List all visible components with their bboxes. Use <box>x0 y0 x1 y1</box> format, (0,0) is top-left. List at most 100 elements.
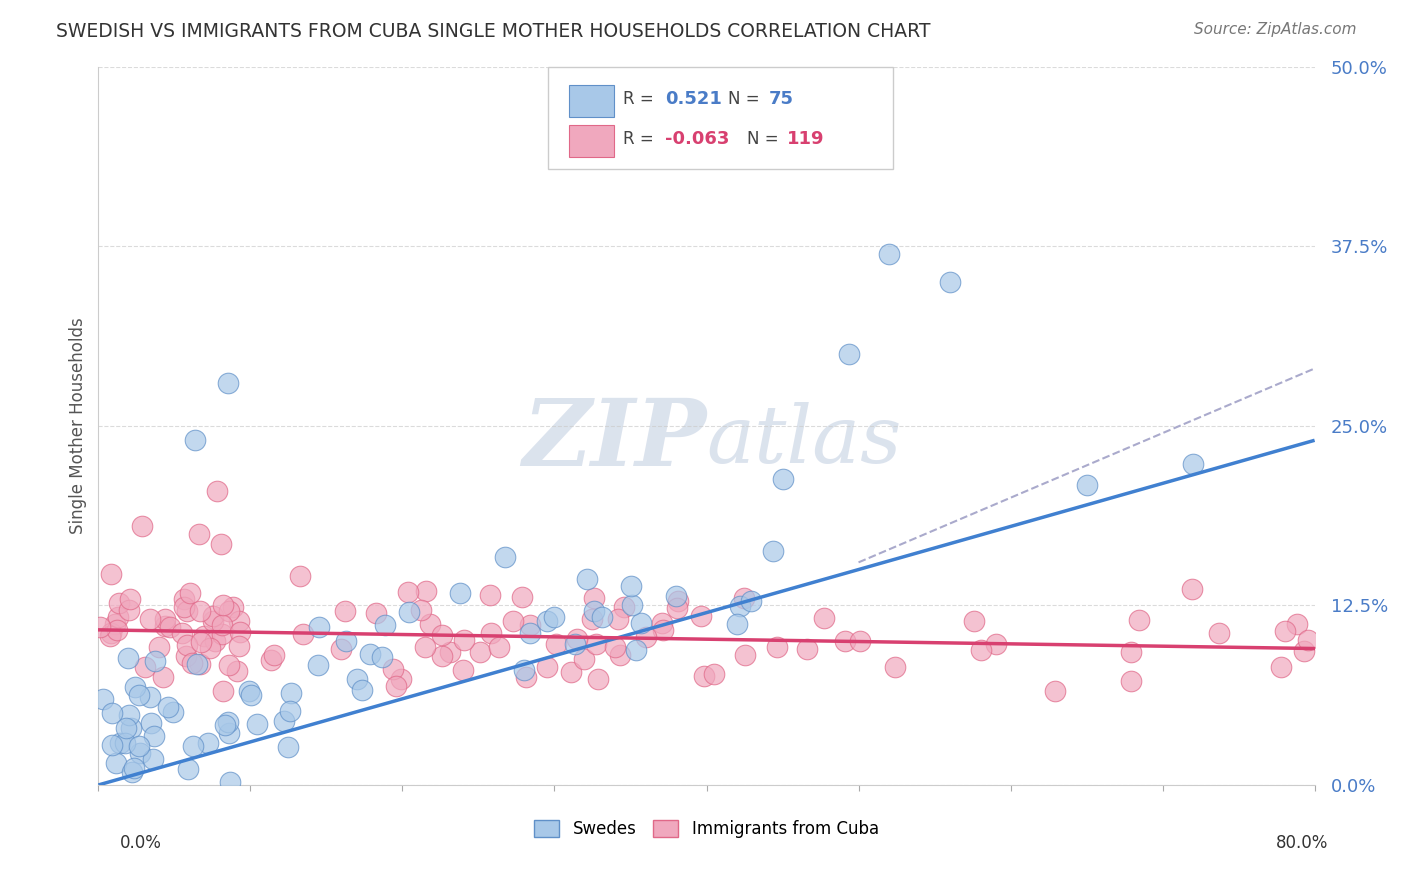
Point <box>703 667 725 681</box>
Point <box>430 628 453 642</box>
Point <box>762 544 785 558</box>
Point <box>176 604 198 618</box>
Point <box>211 627 233 641</box>
Point <box>277 740 299 755</box>
Point <box>159 620 181 634</box>
Point <box>1285 617 1308 632</box>
Point <box>371 649 394 664</box>
Point <box>89 620 111 634</box>
Point <box>188 526 211 541</box>
Point <box>536 615 558 629</box>
Point <box>430 648 453 663</box>
Point <box>108 596 131 610</box>
Point <box>613 599 636 614</box>
Point <box>186 657 208 672</box>
Point <box>510 590 533 604</box>
Point <box>488 640 510 655</box>
Point <box>396 585 419 599</box>
Point <box>665 601 688 615</box>
Point <box>734 648 756 663</box>
Point <box>263 648 285 662</box>
Point <box>156 700 179 714</box>
Point <box>398 605 420 619</box>
Point <box>173 599 195 614</box>
Text: -0.063: -0.063 <box>665 130 730 148</box>
Point <box>1274 624 1296 638</box>
Point <box>575 572 598 586</box>
Point <box>115 721 138 735</box>
Point <box>184 434 207 448</box>
Point <box>117 651 139 665</box>
Point <box>1208 626 1230 640</box>
Point <box>217 376 239 390</box>
Point <box>225 664 247 678</box>
Point <box>1182 457 1205 471</box>
Point <box>733 591 755 605</box>
Text: Source: ZipAtlas.com: Source: ZipAtlas.com <box>1194 22 1357 37</box>
Point <box>212 683 235 698</box>
Point <box>586 672 609 686</box>
Point <box>419 616 441 631</box>
Text: 75: 75 <box>769 90 794 109</box>
Point <box>494 550 516 565</box>
Point <box>121 764 143 779</box>
Point <box>725 616 748 631</box>
Point <box>205 483 228 498</box>
Point <box>209 537 232 551</box>
Point <box>105 623 128 637</box>
Point <box>174 649 197 664</box>
Point <box>364 606 387 620</box>
Point <box>122 760 145 774</box>
Point <box>142 752 165 766</box>
Point <box>120 721 142 735</box>
Point <box>104 616 127 631</box>
Legend: Swedes, Immigrants from Cuba: Swedes, Immigrants from Cuba <box>527 814 886 845</box>
Point <box>963 614 986 628</box>
Point <box>183 739 205 753</box>
Point <box>512 663 534 677</box>
Point <box>204 634 226 648</box>
Point <box>335 604 357 618</box>
Point <box>582 604 605 618</box>
Point <box>382 662 405 676</box>
Point <box>190 634 212 648</box>
Point <box>652 624 675 638</box>
Point <box>180 656 202 670</box>
Point <box>211 618 233 632</box>
Point <box>834 634 856 648</box>
Point <box>142 729 165 743</box>
Point <box>536 660 558 674</box>
Point <box>280 686 302 700</box>
Point <box>619 579 641 593</box>
Point <box>148 640 170 655</box>
Point <box>478 588 501 602</box>
Point <box>100 625 122 640</box>
Point <box>766 640 789 654</box>
Point <box>118 708 141 723</box>
Point <box>218 726 240 740</box>
Point <box>129 746 152 760</box>
Point <box>1181 582 1204 596</box>
Point <box>128 739 150 754</box>
Point <box>585 637 607 651</box>
Point <box>560 665 582 679</box>
Point <box>176 638 198 652</box>
Point <box>451 663 474 677</box>
Point <box>108 736 131 750</box>
Point <box>796 642 818 657</box>
Point <box>630 615 652 630</box>
Point <box>350 682 373 697</box>
Point <box>100 738 122 752</box>
Text: R =: R = <box>623 130 659 148</box>
Point <box>607 612 630 626</box>
Point <box>728 599 751 613</box>
Point <box>131 519 153 533</box>
Point <box>1296 633 1319 648</box>
Text: 0.521: 0.521 <box>665 90 721 109</box>
Point <box>292 627 315 641</box>
Point <box>1128 613 1150 627</box>
Point <box>228 640 250 654</box>
Point <box>101 706 124 721</box>
Point <box>1292 644 1315 658</box>
Point <box>193 629 215 643</box>
